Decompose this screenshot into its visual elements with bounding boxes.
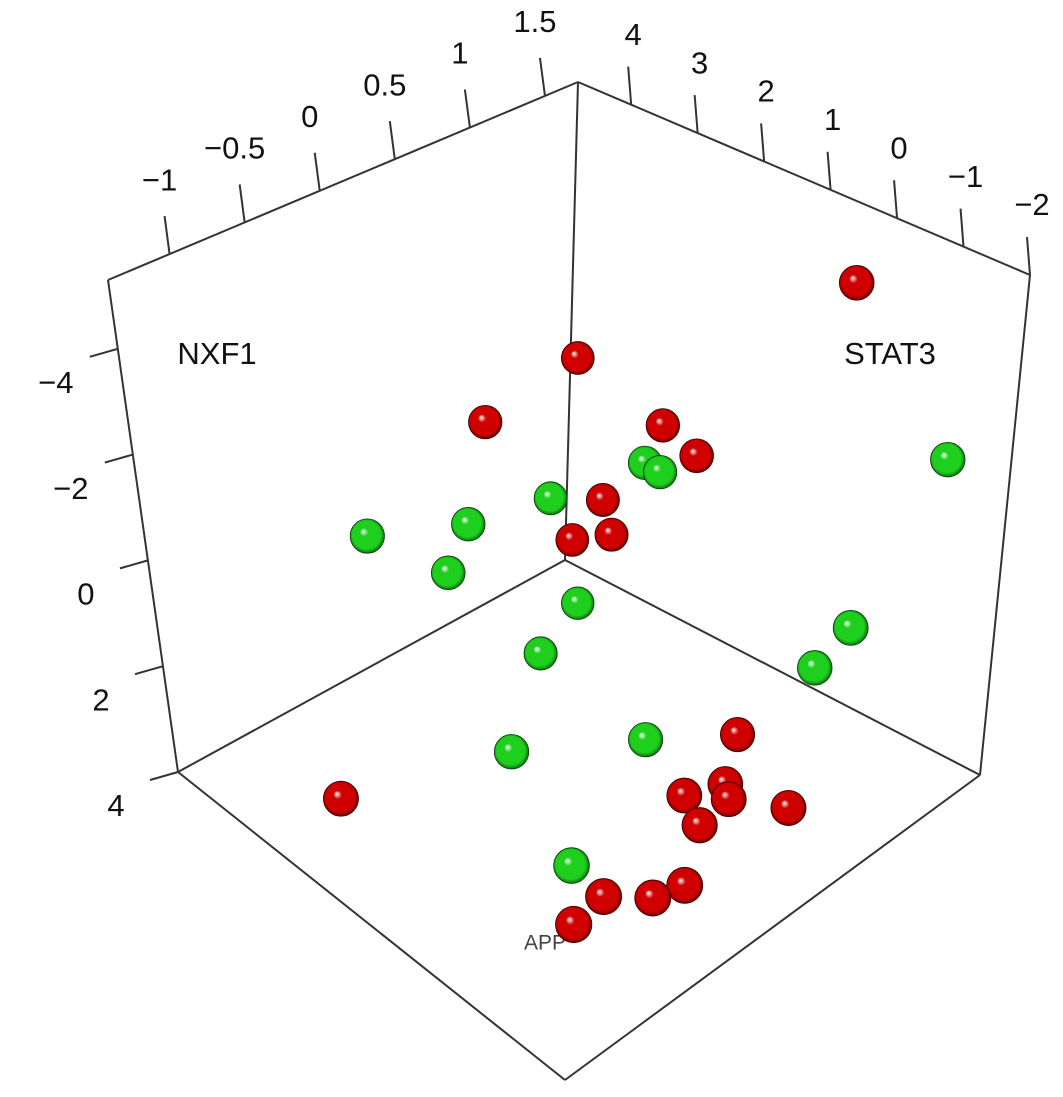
x-tick-mark (163, 215, 171, 255)
data-point (555, 523, 590, 557)
x-axis-title: NXF1 (177, 336, 256, 371)
data-point (322, 780, 359, 817)
data-point (468, 404, 503, 440)
x-tick-label: 1.5 (513, 4, 556, 39)
x-tick-mark (538, 57, 546, 97)
y-tick-label: −1 (948, 159, 983, 194)
data-point (719, 716, 756, 753)
y-tick-label: 0 (890, 130, 907, 165)
x-tick-mark (388, 121, 396, 160)
y-tick-mark (627, 66, 633, 105)
z-tick-mark (119, 559, 149, 570)
y-tick-label: 3 (691, 45, 708, 80)
data-point (594, 517, 629, 552)
z-tick-label: −4 (38, 365, 73, 400)
z-tick-mark (149, 771, 179, 781)
data-point (832, 610, 869, 646)
x-tick-label: 1 (451, 36, 468, 71)
box-edge (564, 774, 981, 1081)
data-point (430, 555, 466, 591)
data-point (666, 777, 703, 814)
data-point (628, 722, 664, 758)
data-point (666, 866, 704, 904)
y-tick-mark (893, 180, 899, 219)
data-point (642, 454, 678, 490)
x-tick-mark (313, 152, 321, 191)
box-edge (979, 274, 1031, 776)
data-point (681, 807, 718, 844)
data-point (585, 878, 623, 916)
y-tick-mark (760, 123, 766, 162)
y-tick-label: 4 (625, 17, 642, 52)
x-tick-mark (463, 89, 471, 128)
z-tick-mark (134, 665, 164, 676)
x-tick-label: −1 (142, 162, 177, 197)
box-edge (107, 279, 179, 773)
data-point (930, 441, 966, 478)
data-point (349, 518, 385, 554)
data-point (560, 341, 595, 375)
box-edge (177, 771, 566, 1081)
y-tick-mark (693, 95, 699, 134)
data-point (555, 905, 593, 944)
z-tick-label: 0 (77, 577, 94, 612)
data-point (710, 781, 747, 818)
x-tick-label: 0 (301, 99, 318, 134)
box-edge (564, 81, 579, 561)
box-edge (564, 559, 981, 776)
z-tick-label: 2 (92, 682, 109, 717)
z-tick-mark (104, 453, 134, 464)
y-axis-title: STAT3 (844, 336, 936, 371)
data-point (585, 483, 620, 517)
y-tick-mark (826, 151, 832, 190)
data-point (838, 265, 875, 301)
data-point (523, 636, 558, 671)
z-tick-label: −2 (53, 471, 88, 506)
data-point (679, 438, 714, 474)
data-point (770, 789, 807, 826)
x-tick-label: −0.5 (204, 131, 265, 166)
z-axis-title: APP (524, 932, 566, 955)
x-tick-mark (238, 184, 246, 223)
box-edge (107, 81, 579, 281)
y-tick-mark (1026, 236, 1031, 276)
data-point (493, 734, 530, 770)
data-point (451, 506, 486, 542)
y-tick-label: 2 (757, 74, 774, 109)
x-tick-label: 0.5 (363, 67, 406, 102)
data-point (553, 847, 590, 884)
box-edge (177, 559, 566, 773)
y-tick-mark (959, 208, 965, 247)
y-tick-label: 1 (824, 102, 841, 137)
y-tick-label: −2 (1014, 187, 1049, 222)
box-edge (577, 81, 1031, 276)
z-tick-mark (89, 347, 119, 358)
data-point (797, 650, 833, 686)
data-point (533, 481, 568, 516)
z-tick-label: 4 (107, 788, 124, 823)
data-point (561, 586, 595, 620)
data-point (645, 408, 681, 443)
data-point (634, 879, 672, 917)
